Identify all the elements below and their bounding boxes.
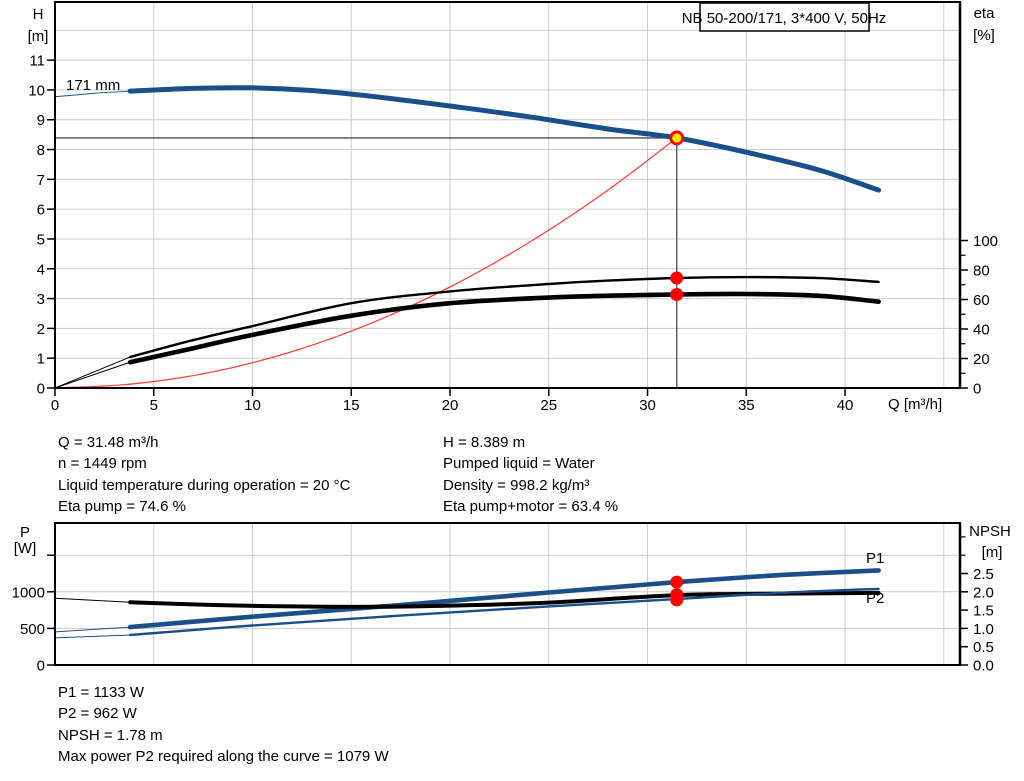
duty-dot-eta-pump-motor: [670, 287, 684, 301]
pump-title-box: [699, 2, 870, 32]
info-line-q: Q = 31.48 m³/h: [58, 434, 159, 451]
info-line-eta-pump-motor: Eta pump+motor = 63.4 %: [443, 498, 619, 516]
system-curve: [54, 137, 678, 389]
right-tick-label: 60: [973, 292, 990, 309]
left-tick-label: 6: [37, 202, 45, 219]
duty-point-marker: [669, 130, 685, 146]
info-line-temperature: Liquid temperature during operation = 20…: [58, 476, 351, 494]
info-line-npsh: NPSH = 1.78 m: [58, 726, 163, 744]
info-line-max-power: Max power P2 required along the curve = …: [58, 748, 389, 766]
left-tick-label: 2: [37, 321, 45, 338]
h-axis-label-line2: [m]: [28, 28, 49, 45]
p1-curve-lead-in: [54, 626, 131, 633]
left-tick-label: 8: [37, 142, 45, 159]
duty-dot-npsh: [670, 593, 684, 607]
eta-pump-curve-lead-in: [54, 356, 131, 389]
q-axis-label: Q [m³/h]: [888, 396, 942, 413]
p2-curve-lead-in: [54, 597, 131, 603]
right-tick-label: 1.5: [973, 603, 994, 620]
power-info-block: P1 = 1133 W P2 = 962 W NPSH = 1.78 m Max…: [58, 682, 389, 768]
bottom-tick-label: 30: [639, 397, 656, 414]
p2-curve-label: P2: [866, 590, 884, 607]
info-line-p1: P1 = 1133 W: [58, 684, 145, 701]
eta-pump-curve: [128, 275, 880, 359]
power-chart-layer: 0 500 1000 0.0 0.51.01.5 2.02.5: [12, 522, 994, 675]
info-line-density: Density = 998.2 kg/m³: [443, 476, 590, 494]
bottom-tick-label: 15: [343, 397, 360, 414]
right-tick-label: 2.5: [973, 566, 994, 583]
left-tick-label: 5: [37, 231, 45, 248]
left-tick-label: 10: [28, 82, 45, 99]
duty-info-right: H = 8.389 m Pumped liquid = Water Densit…: [443, 432, 618, 518]
impeller-size-label: 171 mm: [66, 77, 120, 94]
bottom-tick-label: 5: [150, 397, 158, 414]
p1-curve: [127, 568, 881, 630]
left-tick-label: 1: [37, 351, 45, 368]
right-tick-label: 100: [973, 233, 998, 250]
bottom-tick-label: 25: [540, 397, 557, 414]
p-axis-label-line1: P: [20, 524, 30, 541]
info-line-speed: n = 1449 rpm: [58, 455, 147, 473]
left-tick-label: 0: [37, 381, 45, 398]
left-tick-label: 11: [29, 53, 45, 70]
p1-curve-label: P1: [866, 550, 884, 567]
pump-title: NB 50-200/171, 3*400 V, 50Hz: [682, 10, 887, 27]
duty-dot-eta-pump: [670, 271, 684, 285]
npsh-curve-lead-in: [54, 634, 131, 639]
eta-axis-label-line2: [%]: [973, 27, 995, 44]
left-tick-label: 3: [37, 291, 45, 308]
right-tick-label: 20: [973, 351, 990, 368]
right-tick-label: 40: [973, 322, 990, 339]
duty-info-left: Q = 31.48 m³/h n = 1449 rpm Liquid tempe…: [58, 432, 350, 518]
info-line-eta-pump: Eta pump = 74.6 %: [58, 498, 186, 516]
duty-dot-p1: [670, 575, 684, 589]
left-tick-label: 4: [37, 261, 45, 278]
left-tick-label: 0: [37, 658, 45, 675]
bottom-tick-label: 0: [51, 397, 59, 414]
right-tick-label: 0.5: [973, 639, 994, 656]
bottom-tick-label: 10: [244, 397, 261, 414]
eta-axis-label-line1: eta: [974, 5, 996, 22]
left-tick-label: 1000: [12, 584, 45, 601]
bottom-tick-label: 20: [442, 397, 459, 414]
head-curve-171mm: [127, 85, 882, 193]
info-line-head: H = 8.389 m: [443, 434, 526, 451]
right-tick-label: 0.0: [973, 658, 994, 675]
bottom-tick-label: 40: [837, 397, 854, 414]
qh-chart-layer: 0 1 2 3 4 5 6 7 8 9 10 11 0 20 40 60 80 100 0 5 10 15 20 25 30 35…: [28, 1, 998, 414]
bottom-tick-label: 35: [738, 397, 755, 414]
right-tick-label: 80: [973, 263, 990, 280]
eta-pump-motor-curve-lead-in: [54, 361, 131, 389]
npsh-curve: [128, 587, 880, 637]
info-line-liquid: Pumped liquid = Water: [443, 455, 595, 473]
right-tick-label: 2.0: [973, 584, 994, 601]
left-tick-label: 7: [37, 172, 45, 189]
p-axis-label-line2: [W]: [14, 540, 37, 557]
left-tick-label: 9: [37, 112, 45, 129]
npsh-axis-label-line1: NPSH: [969, 523, 1011, 540]
head-curve-171mm-lead-in: [54, 90, 131, 98]
h-axis-label-line1: H: [33, 6, 44, 23]
right-tick-label: 1.0: [973, 621, 994, 638]
right-tick-label: 0: [973, 381, 981, 398]
eta-pump-motor-curve: [127, 291, 881, 365]
info-line-p2: P2 = 962 W: [58, 705, 137, 723]
left-tick-label: 500: [20, 621, 45, 638]
npsh-axis-label-line2: [m]: [982, 544, 1003, 561]
